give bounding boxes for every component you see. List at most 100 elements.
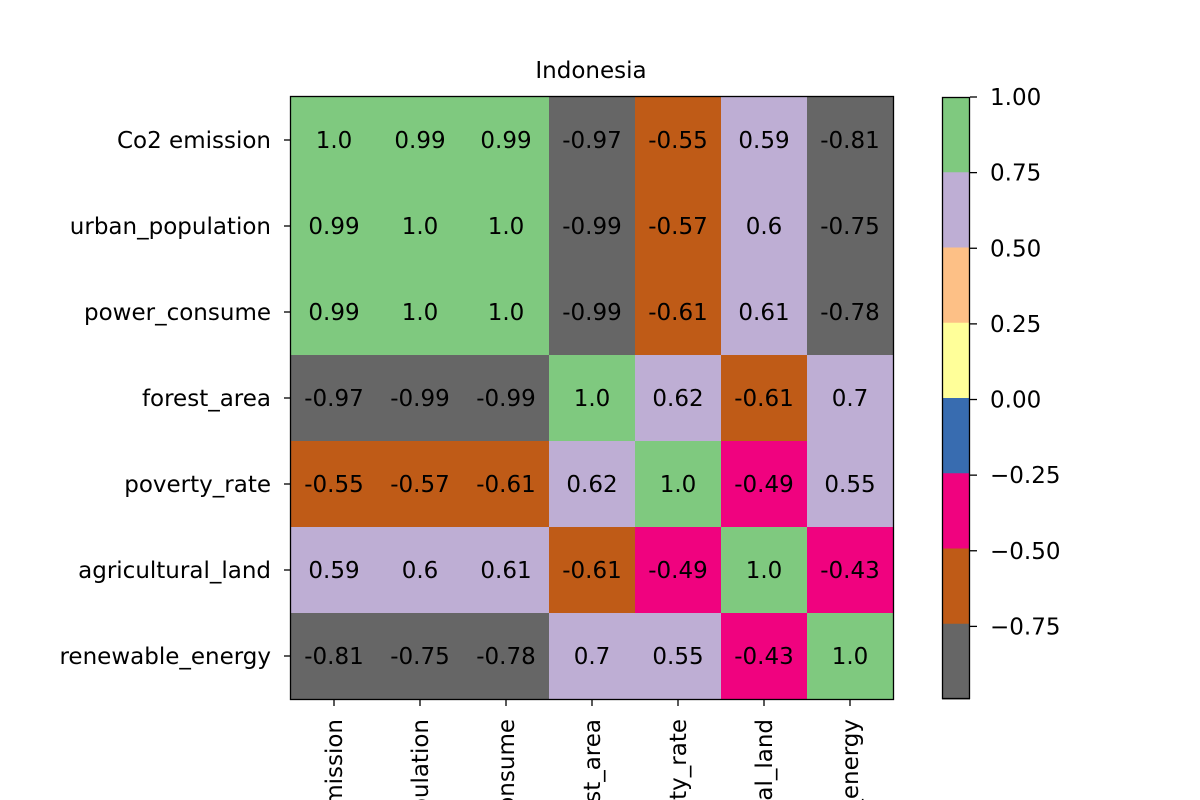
column-tick-label: renewable_energy [838, 719, 864, 800]
column-tick-labels: Co2 emission urban_population power_consum… [322, 699, 864, 800]
heatmap-cell [807, 527, 894, 614]
cell-value-label: -0.81 [820, 128, 880, 154]
heatmap-cell [635, 269, 722, 356]
cell-value-label: 1.0 [316, 128, 353, 154]
cell-value-label: 0.7 [832, 386, 869, 412]
chart-title: Indonesia [535, 58, 646, 84]
cell-value-label: 0.62 [566, 472, 617, 498]
heatmap-cell [807, 613, 894, 700]
heatmap-cell [291, 527, 378, 614]
cell-value-label: -0.99 [390, 386, 450, 412]
colorbar-frame [941, 96, 971, 700]
cell-value-label: -0.61 [648, 300, 708, 326]
heatmap-cell [807, 97, 894, 184]
colorbar-segment [942, 548, 970, 625]
row-tick-label: Co2 emission [117, 128, 271, 154]
heatmap-cell [635, 441, 722, 528]
heatmap-cell [463, 97, 550, 184]
heatmap-cell-labels: 1.0 0.99 0.99 -0.97 -0.55 0.59 -0.81 0.99 1.0 1.0… [304, 128, 880, 670]
cell-value-label: 0.59 [308, 558, 359, 584]
cell-value-label: -0.61 [734, 386, 794, 412]
column-tick-label: urban_population [408, 719, 434, 800]
heatmap-cell [721, 441, 808, 528]
heatmap-cell [635, 355, 722, 442]
heatmap-cell [377, 613, 464, 700]
colorbar-segment [942, 473, 970, 550]
cell-value-label: 1.0 [402, 300, 439, 326]
row-tick-labels: Co2 emission urban_population power_consum… [59, 128, 291, 670]
heatmap-cell [635, 183, 722, 270]
cell-value-label: -0.97 [562, 128, 622, 154]
row-tick-label: forest_area [142, 386, 271, 412]
colorbar: 1.00 0.75 0.50 0.25 0.00 −0.25 −0.50 −0.75 [941, 85, 1060, 700]
cell-value-label: 1.0 [402, 214, 439, 240]
cell-value-label: -0.43 [734, 644, 794, 670]
colorbar-tick-label: −0.50 [990, 539, 1060, 565]
colorbar-segment [942, 172, 970, 249]
heatmap-cell [807, 183, 894, 270]
cell-value-label: 0.61 [738, 300, 789, 326]
cell-value-label: -0.99 [562, 300, 622, 326]
cell-value-label: -0.61 [562, 558, 622, 584]
cell-value-label: -0.75 [820, 214, 880, 240]
colorbar-tick-label: 0.75 [990, 161, 1041, 187]
heatmap-cell [549, 527, 636, 614]
heatmap-cell [807, 355, 894, 442]
colorbar-tick-label: −0.25 [990, 463, 1060, 489]
colorbar-tick-label: −0.75 [990, 614, 1060, 640]
heatmap-cell [549, 355, 636, 442]
colorbar-segment [942, 623, 970, 700]
cell-value-label: -0.49 [648, 558, 708, 584]
cell-value-label: -0.75 [390, 644, 450, 670]
heatmap-cell [291, 183, 378, 270]
heatmap-cell [721, 183, 808, 270]
row-tick-label: renewable_energy [59, 644, 271, 670]
cell-value-label: -0.49 [734, 472, 794, 498]
heatmap-cell [291, 441, 378, 528]
heatmap-cell [549, 613, 636, 700]
cell-value-label: 1.0 [488, 214, 525, 240]
heatmap-cell [549, 97, 636, 184]
heatmap-cell [377, 97, 464, 184]
column-tick-label: poverty_rate [666, 719, 692, 800]
heatmap-cell [377, 183, 464, 270]
cell-value-label: 0.99 [308, 300, 359, 326]
heatmap-cell [721, 355, 808, 442]
cell-value-label: 0.59 [738, 128, 789, 154]
cell-value-label: 0.99 [480, 128, 531, 154]
column-tick-label: Co2 emission [322, 719, 348, 800]
cell-value-label: -0.78 [476, 644, 536, 670]
colorbar-tick-label: 0.00 [990, 388, 1041, 414]
cell-value-label: -0.99 [562, 214, 622, 240]
cell-value-label: 0.61 [480, 558, 531, 584]
heatmap-cell [549, 269, 636, 356]
cell-value-label: 1.0 [832, 644, 869, 670]
column-tick-label: forest_area [580, 719, 606, 800]
colorbar-segment [942, 398, 970, 474]
row-tick-label: poverty_rate [124, 472, 271, 498]
colorbar-segment [942, 97, 970, 173]
cell-value-label: 1.0 [488, 300, 525, 326]
heatmap-cell [377, 269, 464, 356]
cell-value-label: 0.99 [394, 128, 445, 154]
heatmap-cell [377, 355, 464, 442]
heatmap-cell [463, 527, 550, 614]
cell-value-label: 0.99 [308, 214, 359, 240]
cell-value-label: -0.57 [390, 472, 450, 498]
cell-value-label: -0.78 [820, 300, 880, 326]
cell-value-label: -0.99 [476, 386, 536, 412]
cell-value-label: -0.55 [304, 472, 364, 498]
cell-value-label: 0.6 [746, 214, 783, 240]
cell-value-label: 0.6 [402, 558, 439, 584]
row-tick-label: power_consume [84, 300, 271, 326]
heatmap-cell [807, 269, 894, 356]
colorbar-tick-label: 0.25 [990, 312, 1041, 338]
cell-value-label: -0.61 [476, 472, 536, 498]
heatmap-cell [807, 441, 894, 528]
cell-value-label: 1.0 [746, 558, 783, 584]
heatmap-cell [463, 355, 550, 442]
colorbar-segment [942, 247, 970, 324]
heatmap-cell [377, 527, 464, 614]
cell-value-label: 0.55 [652, 644, 703, 670]
column-tick-label: power_consume [494, 719, 520, 800]
